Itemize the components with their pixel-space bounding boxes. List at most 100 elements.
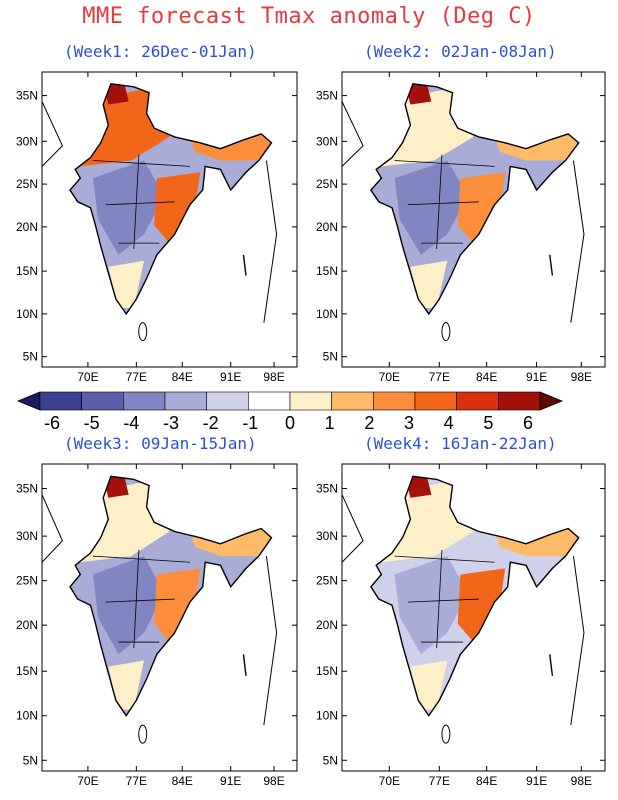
lon-label: 77E [429, 370, 450, 384]
colorbar-segment [81, 391, 124, 411]
state-boundary [407, 201, 479, 206]
lat-label: 20N [316, 618, 338, 632]
state-boundary [92, 160, 190, 167]
week4-label: (Week4: 16Jan-22Jan) [364, 434, 557, 453]
lon-label: 70E [77, 370, 98, 384]
sri-lanka [441, 724, 451, 744]
lon-label: 98E [263, 370, 284, 384]
state-boundary [133, 154, 140, 250]
map-panel-week2: 35N 30N 25N 20N 15N 10N 5N 70E 77E 84E 91E 98E [316, 71, 606, 384]
colorbar-label: -5 [84, 413, 100, 433]
cool-core [394, 160, 469, 255]
lat-label: 35N [16, 482, 38, 496]
lat-label: 15N [16, 664, 38, 678]
lon-label: 77E [126, 774, 147, 788]
pakistan-coast [41, 101, 63, 167]
myanmar-coast [570, 556, 585, 726]
lat-label: 25N [16, 177, 38, 191]
state-boundary [407, 598, 479, 603]
lon-label: 84E [476, 774, 497, 788]
colorbar-label: 3 [404, 413, 414, 433]
india-outline [69, 83, 273, 316]
state-boundary [92, 555, 190, 563]
colorbar-segment [39, 391, 82, 411]
india-outline [370, 475, 580, 717]
lat-label: 5N [323, 350, 338, 364]
lon-label: 70E [77, 774, 98, 788]
state-boundary [394, 555, 495, 563]
lon-label: 84E [172, 370, 193, 384]
lat-label: 20N [316, 220, 338, 234]
lon-label: 77E [126, 370, 147, 384]
lat-label: 5N [23, 350, 38, 364]
lat-label: 25N [316, 177, 338, 191]
lon-label: 70E [379, 370, 400, 384]
colorbar-label: 4 [444, 413, 454, 433]
sri-lanka [138, 724, 148, 744]
lat-label: 35N [16, 89, 38, 103]
colorbar-segment [331, 391, 374, 411]
lat-label: 25N [16, 574, 38, 588]
myanmar-coast [263, 160, 278, 323]
pakistan-coast [341, 494, 364, 563]
colorbar-label: 1 [325, 413, 335, 433]
colorbar-segment [164, 391, 207, 411]
colorbar-label: 2 [364, 413, 374, 433]
colorbar: -6 -5 -4 -3 -2 -1 0 1 2 3 4 5 6 [16, 391, 564, 433]
anomaly-field [70, 83, 272, 314]
lat-label: 35N [316, 482, 338, 496]
myanmar-coast [263, 556, 278, 726]
lon-label: 98E [263, 774, 284, 788]
myanmar-coast [570, 160, 585, 323]
lat-label: 10N [316, 709, 338, 723]
india-outline [370, 83, 580, 316]
lon-label: 84E [172, 774, 193, 788]
cool-core [394, 556, 469, 655]
colorbar-right-arrow [539, 391, 564, 411]
map-panel-week4: 35N 30N 25N 20N 15N 10N 5N 70E 77E 84E 91E 98E [316, 463, 606, 788]
state-boundary [436, 549, 443, 649]
colorbar-segment [289, 391, 332, 411]
east-coast-anomaly [457, 568, 506, 643]
lon-label: 91E [526, 370, 547, 384]
state-boundary [105, 201, 175, 206]
colorbar-label: 6 [523, 413, 533, 433]
lat-label: 30N [316, 529, 338, 543]
colorbar-label: -4 [123, 413, 139, 433]
pakistan-coast [341, 101, 364, 167]
andaman-islands [549, 254, 554, 276]
lat-label: 10N [16, 307, 38, 321]
lat-label: 30N [16, 134, 38, 148]
lon-label: 98E [571, 774, 592, 788]
lon-label: 77E [429, 774, 450, 788]
colorbar-label: 5 [483, 413, 493, 433]
week3-label: (Week3: 09Jan-15Jan) [64, 434, 257, 453]
state-boundary [105, 598, 175, 603]
map-frame [41, 463, 298, 772]
lat-label: 15N [316, 264, 338, 278]
andaman-islands [242, 254, 247, 276]
lat-label: 15N [316, 664, 338, 678]
colorbar-segment [373, 391, 416, 411]
page-title: MME forecast Tmax anomaly (Deg C) [82, 4, 536, 29]
east-coast-anomaly [154, 568, 201, 643]
map-panel-week3: 35N 30N 25N 20N 15N 10N 5N 70E 77E 84E 91E 98E [16, 463, 298, 788]
lat-label: 5N [23, 753, 38, 767]
south-anomaly [108, 660, 144, 710]
sri-lanka [138, 322, 148, 342]
colorbar-left-arrow [16, 391, 41, 411]
lat-label: 30N [316, 134, 338, 148]
state-boundary [394, 160, 495, 167]
cool-core [93, 160, 165, 255]
colorbar-segment [456, 391, 499, 411]
india-outline [69, 475, 273, 717]
colorbar-segment [248, 391, 291, 411]
state-boundary [436, 154, 443, 250]
lon-label: 84E [476, 370, 497, 384]
lon-label: 91E [220, 774, 241, 788]
colorbar-segment [498, 391, 541, 411]
east-coast-anomaly [457, 172, 506, 244]
colorbar-segment [123, 391, 166, 411]
colorbar-label: -2 [203, 413, 219, 433]
